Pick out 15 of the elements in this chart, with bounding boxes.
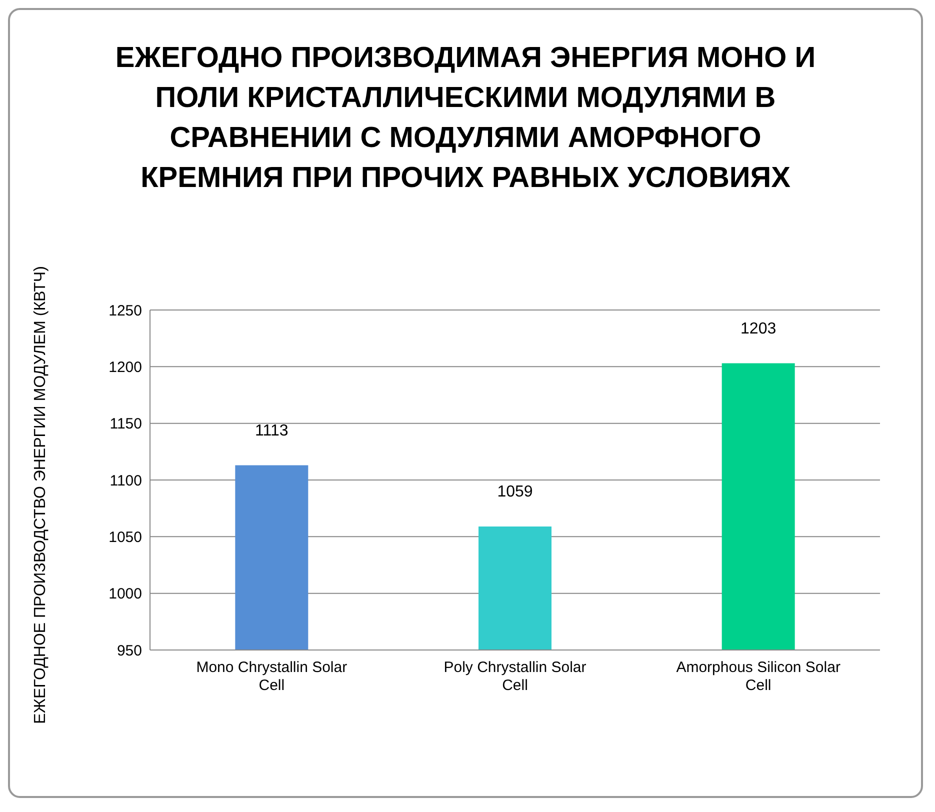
y-tick-label: 1000 (108, 586, 142, 603)
x-tick-label: Amorphous Silicon Solar Cell (676, 659, 840, 694)
y-tick-label: 1050 (108, 528, 142, 546)
x-tick-label: Poly Chrystallin Solar Cell (444, 659, 586, 694)
y-tick-label: 950 (116, 642, 142, 660)
y-tick-label: 1200 (108, 358, 142, 376)
data-label: 1203 (740, 320, 776, 338)
data-label: 1059 (497, 483, 533, 500)
y-tick-label: 1150 (110, 416, 142, 433)
y-axis-title: ЕЖЕГОДНОЕ ПРОИЗВОДСТВО ЭНЕРГИИ МОДУЛЕМ (КВТЧ) (32, 266, 50, 724)
data-label: 1113 (255, 422, 288, 440)
y-tick-label: 1100 (110, 472, 142, 490)
y-tick-label: 1250 (108, 302, 142, 320)
x-tick-label: Mono Chrystallin Solar Cell (196, 659, 348, 694)
chart-title: ЕЖЕГОДНО ПРОИЗВОДИМАЯ ЭНЕРГИЯ МОНО И ПОЛИ КРИСТАЛЛИЧЕСКИМИ МОДУЛЯМИ В СРАВНЕНИИ С МОДУЛЯМИ АМОРФНОГО КРЕМНИЯ ПРИ ПРОЧИХ РАВНЫХ УСЛОВИЯХ (114, 41, 817, 196)
